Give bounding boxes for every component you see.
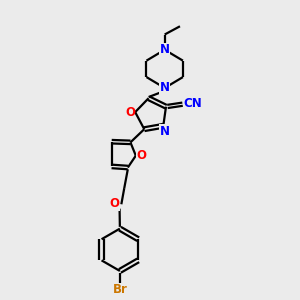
Text: Br: Br <box>112 283 127 296</box>
Text: O: O <box>137 149 147 162</box>
Text: N: N <box>160 124 170 138</box>
Text: CN: CN <box>183 97 202 110</box>
Text: N: N <box>160 43 170 56</box>
Text: O: O <box>125 106 135 118</box>
Text: O: O <box>110 197 120 210</box>
Text: N: N <box>160 82 170 94</box>
